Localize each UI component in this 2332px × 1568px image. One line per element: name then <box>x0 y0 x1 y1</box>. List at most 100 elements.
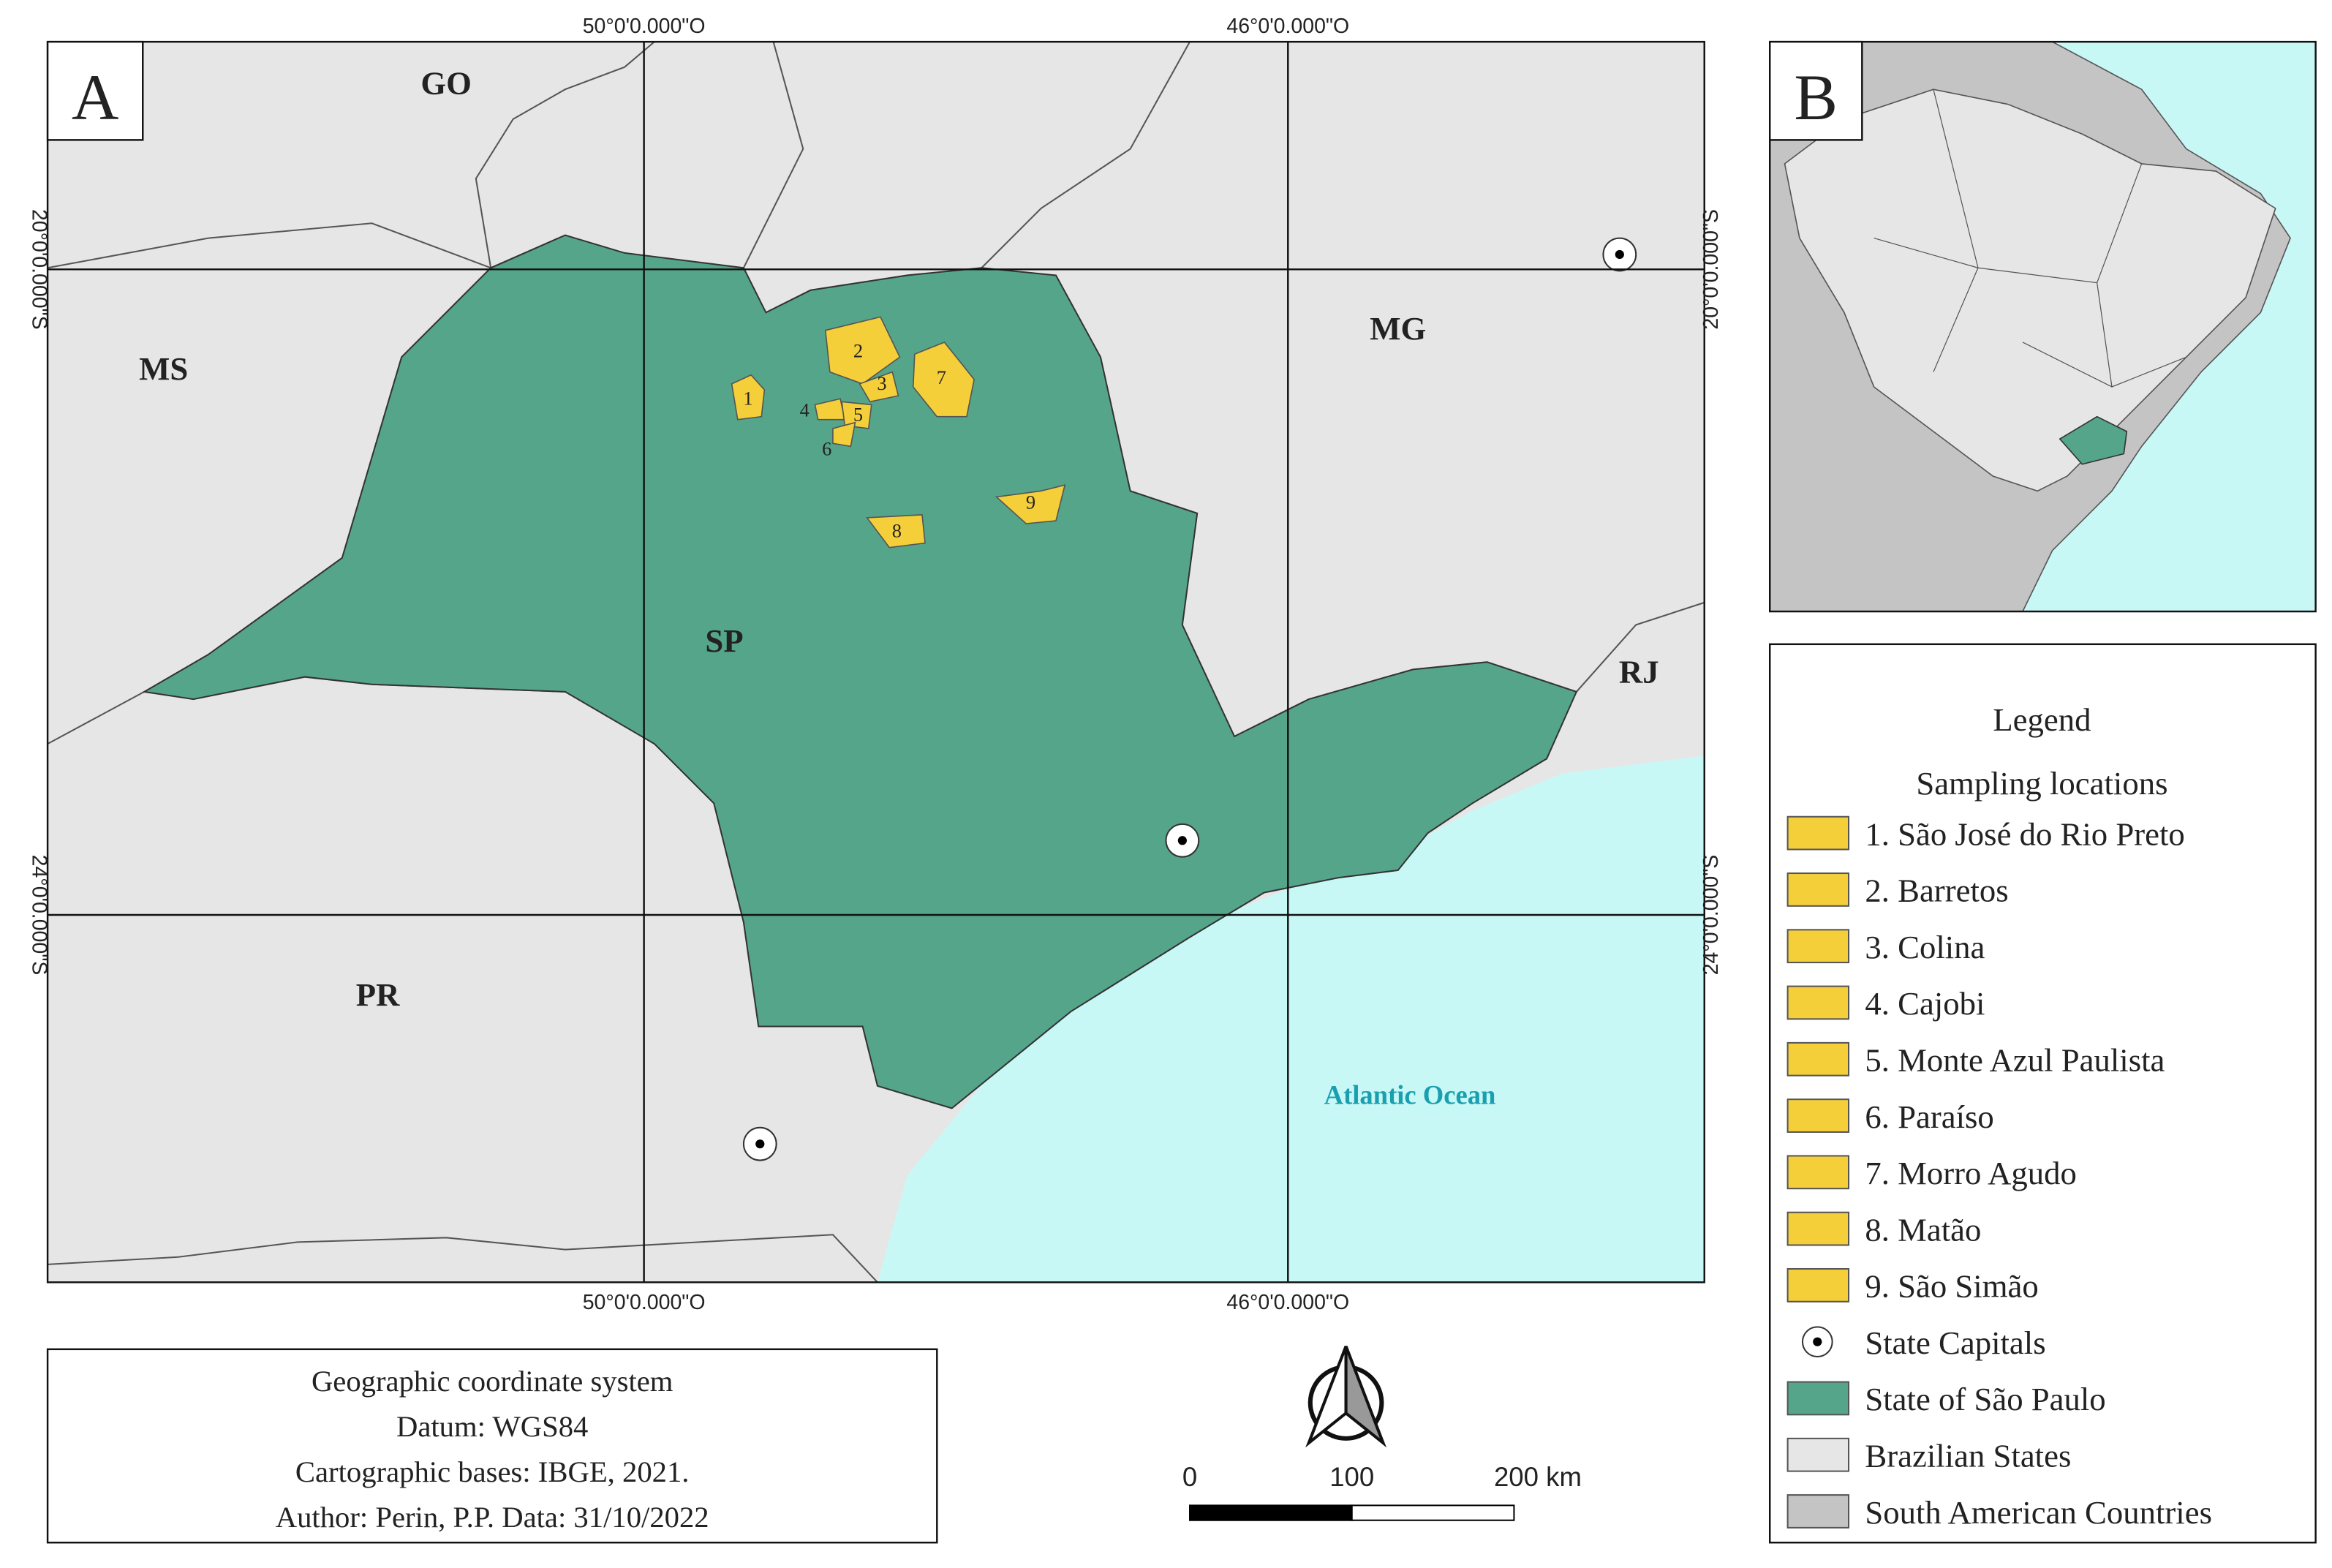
capital-symbol <box>1177 836 1187 845</box>
scale-segment <box>1351 1504 1515 1521</box>
info-line: Author: Perin, P.P. Data: 31/10/2022 <box>276 1501 709 1534</box>
site-label: 9 <box>1026 491 1035 513</box>
site-label: 4 <box>800 399 810 421</box>
north-arrow <box>1305 1346 1387 1448</box>
legend-swatch <box>1786 1494 1850 1529</box>
sao-paulo-inset <box>2059 415 2128 465</box>
scale-segment <box>1189 1504 1353 1521</box>
inset-borders <box>1873 89 2186 388</box>
legend-swatch <box>1786 1437 1850 1472</box>
scale-bar: 0 100 200 km <box>1182 1462 1582 1521</box>
site-label: 3 <box>877 372 886 394</box>
legend-label: 5. Monte Azul Paulista <box>1865 1042 2165 1079</box>
info-box: Geographic coordinate system Datum: WGS84… <box>46 1348 938 1544</box>
graticule <box>48 42 1705 1283</box>
state-label: GO <box>420 64 472 101</box>
panel-label: B <box>1794 61 1838 134</box>
site-area <box>859 371 899 403</box>
site-label: 8 <box>892 519 902 541</box>
legend-frame <box>1769 643 2317 1544</box>
coordinate-labels: 50°0'0.000"O 46°0'0.000"O 50°0'0.000"O 4… <box>28 15 1723 1314</box>
latitude-label: 20°0'0.000"S <box>1699 209 1723 330</box>
site-area <box>912 341 976 418</box>
info-frame <box>46 1348 938 1544</box>
site-area <box>824 316 901 385</box>
state-label: MS <box>139 350 188 387</box>
scale-label: 200 km <box>1494 1462 1582 1492</box>
ocean-label: Atlantic Ocean <box>1324 1079 1496 1109</box>
legend-swatch <box>1786 929 1850 964</box>
legend-swatch <box>1786 985 1850 1020</box>
latitude-label: 24°0'0.000"S <box>1699 855 1723 976</box>
site-label: 7 <box>937 366 946 388</box>
legend-label: South American Countries <box>1865 1494 2212 1531</box>
state-labels: GO MS MG SP RJ PR <box>139 64 1659 1013</box>
longitude-label: 50°0'0.000"O <box>583 1291 706 1314</box>
capitals <box>742 237 1637 1161</box>
legend-label: 8. Matão <box>1865 1211 1981 1248</box>
site-labels: 1 23 4 56 7 8 9 <box>743 339 1035 541</box>
legend-label: State Capitals <box>1865 1324 2045 1361</box>
longitude-label: 50°0'0.000"O <box>583 15 706 38</box>
site-area <box>841 401 872 429</box>
state-label: PR <box>356 976 400 1013</box>
panel-b: B <box>1769 40 2317 613</box>
legend-swatch <box>1786 1098 1850 1133</box>
panel-a: A 50°0'0.000"O 46°0'0.000"O 50°0'0.000"O… <box>28 15 1723 1314</box>
site-label: 2 <box>853 339 863 361</box>
legend-swatch <box>1786 872 1850 907</box>
site-label: 5 <box>853 404 863 426</box>
capital-symbol <box>1615 249 1624 260</box>
legend-label: 9. São Simão <box>1865 1268 2038 1305</box>
state-label: RJ <box>1619 654 1659 690</box>
info-line: Cartographic bases: IBGE, 2021. <box>295 1455 690 1488</box>
legend-label: 2. Barretos <box>1865 872 2008 909</box>
legend-swatch <box>1786 1268 1850 1303</box>
legend-swatch <box>1786 1211 1850 1246</box>
legend-swatch <box>1786 1041 1850 1077</box>
state-label: SP <box>705 622 743 659</box>
legend-swatch <box>1786 815 1850 851</box>
info-line: Datum: WGS84 <box>396 1410 588 1443</box>
ocean <box>877 755 1705 1283</box>
panel-label-box <box>46 40 144 141</box>
legend-symbol <box>1813 1337 1822 1346</box>
map-frame <box>46 40 1705 1284</box>
legend-label: 3. Colina <box>1865 929 1985 965</box>
legend-swatch <box>1786 1155 1850 1190</box>
legend-swatch <box>1786 1381 1850 1416</box>
legend-label: 4. Cajobi <box>1865 985 1985 1022</box>
north-arrow-left <box>1305 1346 1348 1448</box>
legend-label: 6. Paraíso <box>1865 1098 1993 1135</box>
info-line: Geographic coordinate system <box>312 1365 673 1398</box>
longitude-label: 46°0'0.000"O <box>1226 15 1349 38</box>
site-label: 1 <box>743 387 752 409</box>
site-label: 6 <box>822 438 831 460</box>
legend-title: Legend <box>1993 701 2091 738</box>
latitude-label: 24°0'0.000"S <box>28 855 51 976</box>
longitude-label: 46°0'0.000"O <box>1226 1291 1349 1314</box>
site-area <box>832 421 856 448</box>
legend-label: 1. São José do Rio Preto <box>1865 815 2184 852</box>
state-label: MG <box>1370 310 1426 347</box>
site-area <box>866 514 926 549</box>
brazil <box>1784 88 2276 492</box>
sampling-areas <box>731 316 1066 549</box>
sao-paulo-state <box>142 234 1578 1109</box>
north-arrow-right <box>1344 1346 1387 1448</box>
legend-label: State of São Paulo <box>1865 1381 2105 1417</box>
scale-label: 0 <box>1182 1462 1197 1492</box>
legend: Legend Sampling locations 1. São José do… <box>1769 643 2317 1544</box>
legend-label: Brazilian States <box>1865 1438 2071 1474</box>
panel-label-box <box>1769 40 1863 141</box>
legend-subtitle: Sampling locations <box>1916 765 2167 802</box>
inset-frame <box>1769 40 2317 613</box>
panel-label: A <box>72 61 119 134</box>
latitude-label: 20°0'0.000"S <box>28 209 51 330</box>
legend-label: 7. Morro Agudo <box>1865 1155 2077 1191</box>
capital-symbol <box>755 1139 765 1149</box>
site-area <box>995 484 1066 524</box>
scale-label: 100 <box>1329 1462 1374 1492</box>
site-area <box>731 374 766 421</box>
